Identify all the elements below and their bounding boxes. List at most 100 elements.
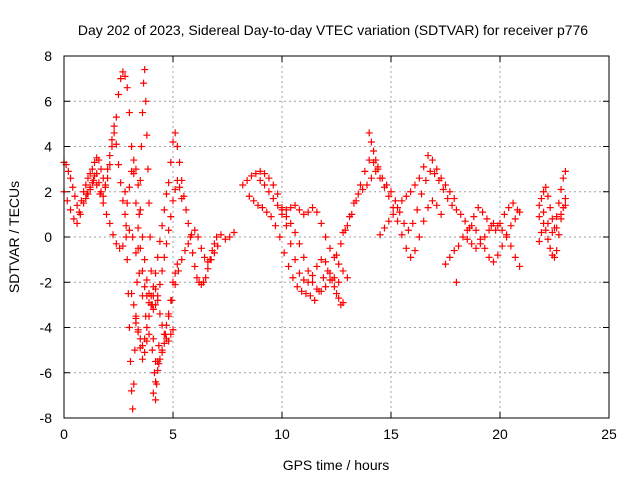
data-point: [489, 219, 497, 227]
data-point: [398, 231, 406, 239]
data-point: [176, 158, 184, 166]
data-point: [82, 195, 90, 203]
data-point: [95, 179, 103, 187]
data-point: [422, 176, 430, 184]
data-point: [162, 240, 170, 248]
data-point: [420, 217, 428, 225]
data-point: [537, 228, 545, 236]
data-point: [145, 290, 153, 298]
data-point: [424, 204, 432, 212]
data-point: [278, 210, 286, 218]
data-point: [104, 174, 112, 182]
data-point: [121, 210, 129, 218]
data-point: [513, 206, 521, 214]
data-point: [141, 283, 149, 291]
data-point: [91, 158, 99, 166]
data-point: [535, 238, 543, 246]
data-point: [256, 167, 264, 175]
data-point: [169, 138, 177, 146]
data-point: [494, 251, 502, 259]
data-point: [546, 244, 554, 252]
data-point: [548, 215, 556, 223]
data-point: [411, 247, 419, 255]
x-tick-label: 0: [60, 426, 68, 442]
data-point: [511, 215, 519, 223]
data-point: [88, 165, 96, 173]
data-point: [498, 242, 506, 250]
data-point: [252, 170, 260, 178]
data-point: [64, 167, 72, 175]
data-point: [335, 260, 343, 268]
data-point: [442, 260, 449, 268]
data-point: [119, 242, 127, 250]
data-point: [463, 235, 471, 243]
data-point: [324, 267, 332, 275]
data-point: [546, 204, 554, 212]
y-tick-label: 8: [44, 48, 52, 64]
data-point: [555, 231, 563, 239]
data-point: [184, 219, 192, 227]
data-point: [411, 181, 419, 189]
data-point: [178, 256, 186, 264]
data-point: [134, 181, 142, 189]
data-point: [300, 210, 308, 218]
data-point: [173, 176, 181, 184]
data-point: [433, 201, 441, 209]
data-point: [459, 233, 467, 241]
data-point: [123, 199, 131, 207]
data-point: [169, 326, 177, 334]
data-point: [343, 222, 351, 230]
data-point: [291, 228, 299, 236]
data-point: [136, 176, 144, 184]
data-point: [535, 213, 543, 221]
data-point: [156, 310, 164, 318]
data-point: [282, 206, 290, 214]
data-point: [516, 262, 524, 270]
data-point: [544, 235, 552, 243]
data-point: [306, 292, 314, 300]
data-point: [149, 389, 157, 397]
data-point: [182, 206, 190, 214]
data-point: [97, 188, 105, 196]
data-point: [156, 355, 164, 363]
data-point: [69, 183, 77, 191]
data-point: [202, 274, 210, 282]
data-point: [138, 292, 146, 300]
data-point: [380, 224, 388, 232]
data-point: [167, 213, 175, 221]
data-point: [446, 188, 454, 196]
data-point: [400, 219, 408, 227]
data-point: [302, 290, 310, 298]
data-point: [167, 296, 175, 304]
x-tick-label: 15: [383, 426, 399, 442]
data-point: [335, 294, 343, 302]
data-point: [540, 208, 548, 216]
data-point: [207, 256, 215, 264]
data-point: [407, 253, 415, 261]
data-point: [330, 274, 338, 282]
data-point: [256, 176, 264, 184]
data-point: [128, 387, 136, 395]
data-point: [265, 188, 273, 196]
data-point: [121, 72, 129, 80]
data-point: [167, 330, 175, 338]
data-point: [295, 240, 303, 248]
data-point: [398, 197, 406, 205]
data-point: [141, 66, 149, 74]
data-point: [160, 253, 168, 261]
data-point: [452, 206, 460, 214]
data-point: [115, 90, 122, 98]
data-point: [370, 147, 378, 155]
data-point: [396, 208, 404, 216]
data-point: [132, 249, 140, 257]
data-point: [101, 181, 109, 189]
data-point: [134, 244, 142, 252]
data-point: [500, 210, 508, 218]
data-point: [148, 346, 156, 354]
data-point: [152, 269, 160, 277]
x-tick-label: 20: [492, 426, 508, 442]
data-point: [265, 174, 273, 182]
data-point: [439, 185, 447, 193]
data-point: [374, 163, 382, 171]
data-point: [86, 170, 94, 178]
